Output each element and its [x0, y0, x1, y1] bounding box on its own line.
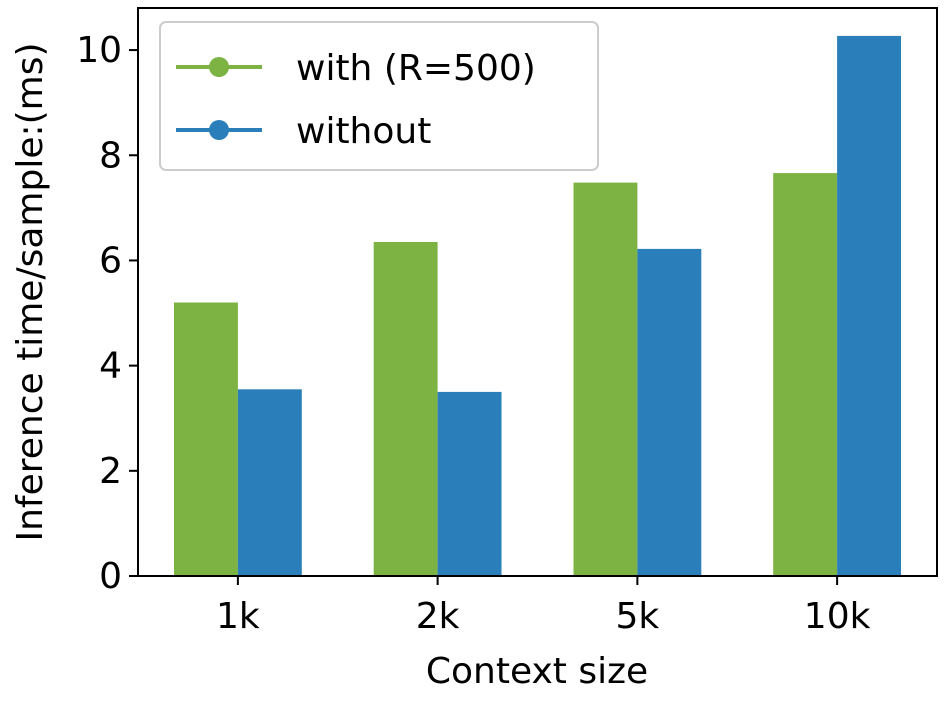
x-tick-label-5k: 5k: [615, 596, 659, 637]
x-tick-label-1k: 1k: [216, 596, 260, 637]
legend-label-without: without: [296, 111, 431, 152]
y-axis-title: Inference time/sample:(ms): [10, 42, 51, 541]
legend-label-with: with (R=500): [296, 48, 536, 89]
y-axis-ticks: 0 2 4 6 8 10: [76, 30, 138, 597]
bar-without-5k: [637, 248, 702, 576]
bar-without-1k: [237, 389, 302, 576]
bar-without-10k: [837, 35, 901, 576]
bar-with-10k: [773, 173, 838, 576]
x-tick-label-10k: 10k: [804, 596, 871, 637]
legend-box: [159, 21, 599, 171]
y-tick-label: 10: [76, 30, 122, 71]
bar-group: [174, 35, 901, 576]
x-axis-ticks: 1k 2k 5k 10k: [216, 576, 871, 637]
legend-dot-with: [209, 57, 229, 77]
bar-with-1k: [174, 302, 238, 576]
bar-with-5k: [573, 182, 638, 576]
y-tick-label: 8: [99, 135, 122, 176]
plot-frame: [137, 7, 938, 577]
y-tick-label: 2: [99, 451, 122, 492]
legend: with (R=500) without: [159, 21, 599, 171]
y-tick-label: 4: [99, 346, 122, 387]
legend-dot-without: [209, 120, 229, 140]
y-tick-label: 6: [99, 240, 122, 281]
bar-with-2k: [373, 242, 438, 576]
x-axis-title: Context size: [426, 651, 648, 692]
bar-without-2k: [437, 391, 502, 576]
x-tick-label-2k: 2k: [416, 596, 460, 637]
y-tick-label: 0: [99, 556, 122, 597]
